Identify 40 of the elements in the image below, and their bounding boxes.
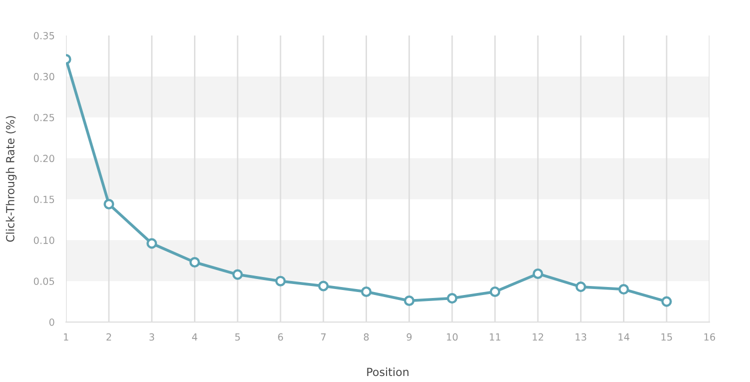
point xyxy=(576,282,586,292)
point xyxy=(318,280,329,292)
x-tick-label: 15 xyxy=(661,333,672,341)
x-axis-title: Position xyxy=(367,368,408,376)
x-tick-label: 6 xyxy=(278,333,283,341)
point xyxy=(189,256,200,268)
point xyxy=(404,295,414,306)
x-tick-label: 14 xyxy=(618,333,630,341)
point xyxy=(146,238,158,249)
x-tick-label: 2 xyxy=(106,333,112,341)
point xyxy=(232,269,243,280)
x-tick-label: 4 xyxy=(192,333,198,341)
x-tick-label: 13 xyxy=(576,333,586,341)
point xyxy=(275,276,286,286)
x-tick-label: 12 xyxy=(532,333,544,341)
x-tick-label: 1 xyxy=(64,333,68,341)
y-tick-label: 0 xyxy=(49,318,54,326)
point xyxy=(446,293,458,304)
point xyxy=(490,286,500,298)
y-axis-title: Click-Through Rate (%) xyxy=(6,116,17,242)
x-tick-label: 5 xyxy=(235,333,240,341)
x-tick-label: 3 xyxy=(149,333,154,341)
y-tick-label: 0.30 xyxy=(34,72,54,80)
x-tick-label: 8 xyxy=(364,333,369,341)
x-tick-label: 10 xyxy=(446,333,458,341)
x-tick-label: 9 xyxy=(406,333,412,341)
point xyxy=(661,296,672,307)
x-tick-label: 16 xyxy=(704,333,716,341)
point xyxy=(361,286,372,298)
y-tick-label: 0.35 xyxy=(34,32,54,40)
y-tick-label: 0.10 xyxy=(34,236,54,244)
y-tick-label: 0.25 xyxy=(34,114,54,122)
point xyxy=(618,284,629,295)
point xyxy=(104,198,114,210)
y-tick-label: 0.20 xyxy=(34,154,54,162)
point xyxy=(532,268,544,280)
x-tick-label: 11 xyxy=(490,333,500,341)
y-tick-label: 0.05 xyxy=(34,278,54,285)
y-tick-label: 0.15 xyxy=(34,196,54,204)
x-tick-label: 7 xyxy=(321,333,326,341)
